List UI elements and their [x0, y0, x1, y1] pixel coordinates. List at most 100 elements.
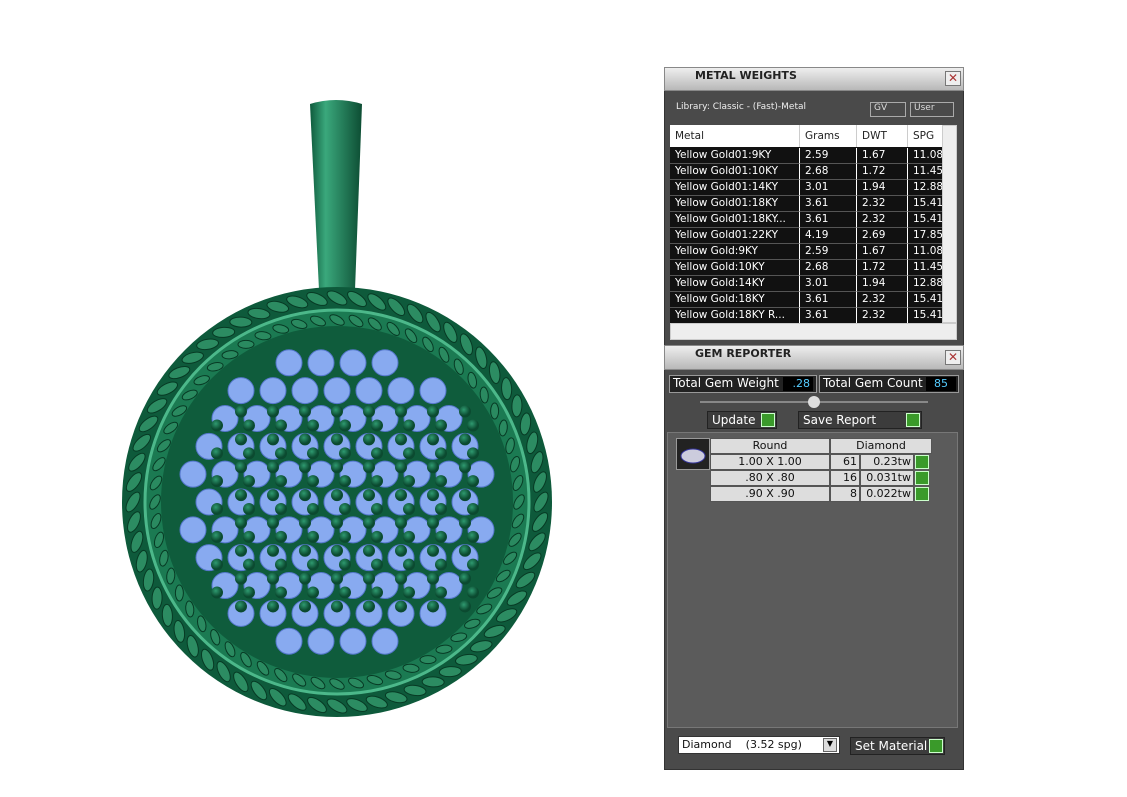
row-action[interactable]: [915, 455, 929, 469]
prong: [243, 447, 255, 460]
row-action[interactable]: [915, 487, 929, 501]
table-cell: Yellow Gold:10KY: [670, 260, 800, 276]
rope-twist: [201, 648, 215, 671]
gem: [259, 599, 287, 627]
rope-twist: [488, 361, 501, 384]
gem: [339, 627, 367, 655]
prong: [459, 405, 471, 418]
rope-twist: [152, 457, 166, 472]
rope-twist: [309, 315, 326, 327]
rope-twist: [404, 328, 418, 344]
count-value: 85: [926, 377, 956, 391]
prong: [211, 586, 223, 599]
rope-twist: [506, 590, 528, 606]
table-cell: 4.19: [800, 228, 857, 244]
prong: [395, 544, 407, 557]
gem: [259, 377, 287, 405]
gem: [307, 349, 335, 377]
table-cell: 12.88: [908, 180, 942, 196]
prong: [427, 433, 439, 446]
rope-twist: [519, 412, 532, 436]
close-button[interactable]: ✕: [945, 350, 961, 365]
prong: [339, 475, 351, 488]
rope-twist: [384, 670, 402, 680]
prong: [243, 558, 255, 571]
prong: [435, 447, 447, 460]
table-cell: 1.94: [857, 276, 908, 292]
table-cell: 1.00 X 1.00: [710, 454, 830, 470]
v-scrollbar[interactable]: [942, 125, 957, 323]
rope-twist: [135, 549, 148, 573]
rope-twist: [125, 472, 143, 492]
rope-twist: [498, 419, 508, 437]
prong: [267, 600, 279, 613]
rope-twist: [406, 303, 424, 324]
slider-knob[interactable]: [808, 396, 820, 408]
table-cell: Yellow Gold01:9KY: [670, 148, 800, 164]
table-cell: 1.72: [857, 164, 908, 180]
table-cell: 2.32: [857, 196, 908, 212]
save-report-button[interactable]: Save Report: [798, 411, 922, 429]
prong: [339, 558, 351, 571]
gem: [323, 599, 351, 627]
go-icon: [761, 413, 775, 427]
rope-twist: [387, 297, 406, 317]
prong: [299, 572, 311, 585]
prong: [331, 405, 343, 418]
table-cell: 15.41: [908, 308, 942, 323]
set-material-button[interactable]: Set Material: [850, 737, 945, 755]
rope-twist: [348, 677, 365, 689]
table-cell: .90 X .90: [710, 486, 830, 502]
prong: [235, 405, 247, 418]
go-icon: [929, 739, 943, 753]
gem: [275, 627, 303, 655]
prong: [395, 433, 407, 446]
metal-table: Metal Grams DWT SPG Yellow Gold01:9KY 2.59 1.6…: [670, 125, 942, 323]
prong: [371, 419, 383, 432]
prong: [363, 489, 375, 502]
rope-twist: [326, 290, 348, 306]
prong: [467, 447, 479, 460]
update-button[interactable]: Update: [707, 411, 777, 429]
close-button[interactable]: ✕: [945, 71, 961, 86]
row-action[interactable]: [915, 471, 929, 485]
prong: [435, 558, 447, 571]
rope-twist: [272, 324, 290, 334]
prong: [299, 461, 311, 474]
prong: [339, 447, 351, 460]
h-scrollbar[interactable]: [670, 323, 957, 340]
rope-twist: [128, 452, 146, 472]
table-cell: 3.61: [800, 212, 857, 228]
table-cell: 11.45: [908, 164, 942, 180]
prong: [211, 503, 223, 515]
library-label: Library: Classic - (Fast)-Metal: [676, 102, 807, 112]
gv-toggle[interactable]: GV: [870, 102, 906, 117]
rope-twist: [240, 651, 252, 668]
prong: [363, 405, 375, 418]
rope-twist: [166, 567, 176, 585]
rope-twist: [533, 471, 547, 493]
rope-twist: [531, 512, 549, 532]
material-select[interactable]: Diamond (3.52 spg): [678, 736, 840, 754]
table-cell: 16: [830, 470, 860, 486]
prong: [267, 405, 279, 418]
table-cell: 2.32: [857, 212, 908, 228]
rope-twist: [512, 474, 524, 491]
prong: [299, 489, 311, 502]
gem: [387, 599, 415, 627]
gem: [339, 349, 367, 377]
rope-twist: [421, 676, 445, 688]
prong: [331, 516, 343, 529]
prong: [299, 516, 311, 529]
rope-twist: [367, 293, 387, 311]
count-label: Total Gem Count: [819, 375, 959, 393]
table-cell: 3.61: [800, 292, 857, 308]
dropdown-arrow[interactable]: ▼: [823, 738, 837, 752]
prong: [235, 433, 247, 446]
prong: [395, 572, 407, 585]
rope-twist: [402, 663, 420, 673]
prong: [427, 405, 439, 418]
prong: [459, 489, 471, 502]
user-toggle[interactable]: User: [910, 102, 954, 117]
rope-twist: [443, 321, 458, 343]
